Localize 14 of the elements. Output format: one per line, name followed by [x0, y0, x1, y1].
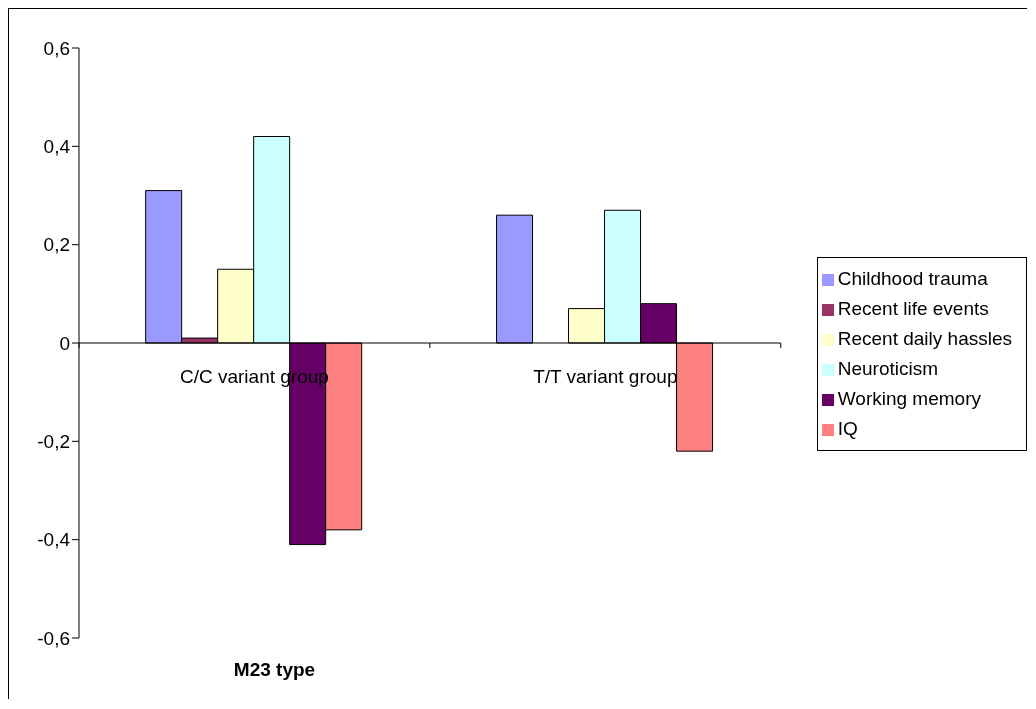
y-tick-label: 0,4: [43, 136, 71, 158]
legend-label: Recent daily hassles: [837, 328, 1012, 349]
y-tick-label: 0: [59, 332, 70, 354]
y-tick-label: 0,2: [43, 234, 70, 256]
legend-label: Recent life events: [837, 298, 989, 319]
y-tick-label: -0,2: [37, 431, 70, 453]
legend-label: Working memory: [837, 388, 981, 409]
x-axis-title: M23 type: [232, 659, 317, 681]
y-tick-label: -0,4: [37, 529, 71, 551]
legend-label: Childhood trauma: [837, 268, 988, 289]
legend-label: Neuroticism: [837, 358, 939, 379]
y-tick-label: 0,6: [43, 37, 70, 59]
y-tick-label: -0,6: [37, 627, 70, 649]
legend-label: IQ: [837, 418, 858, 439]
